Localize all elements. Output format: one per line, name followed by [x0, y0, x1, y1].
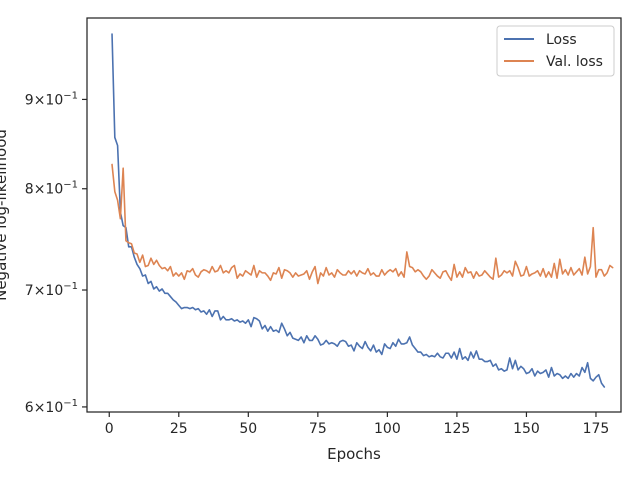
y-tick-mantissa: 9	[25, 92, 34, 108]
x-axis: 0 25 50 75 100 125 150 175	[105, 412, 610, 437]
x-tick-label: 175	[583, 421, 610, 437]
legend: Loss Val. loss	[496, 25, 615, 77]
y-tick-label: 9×10−1	[25, 90, 78, 108]
y-tick-exponent: −1	[63, 90, 78, 101]
legend-label-val-loss: Val. loss	[546, 54, 603, 70]
x-axis-label: Epochs	[327, 445, 381, 463]
y-tick-times: ×	[34, 400, 46, 416]
x-tick-label: 75	[309, 421, 327, 437]
series-line-val-loss	[111, 163, 614, 285]
y-tick-times: ×	[34, 92, 46, 108]
plot-frame	[86, 17, 622, 413]
y-tick-times: ×	[34, 283, 46, 299]
y-axis-label: Negative log-likelihood	[0, 129, 10, 301]
y-axis: 9×10−18×10−17×10−16×10−1	[25, 90, 87, 416]
legend-label-loss: Loss	[546, 32, 577, 48]
y-tick-mantissa: 8	[25, 182, 34, 198]
y-tick-base: 10	[45, 400, 63, 416]
y-tick-exponent: −1	[63, 281, 78, 292]
y-tick-label: 8×10−1	[25, 180, 78, 198]
y-tick-exponent: −1	[63, 180, 78, 191]
y-tick-exponent: −1	[63, 398, 78, 409]
y-tick-times: ×	[34, 182, 46, 198]
x-tick-label: 25	[170, 421, 188, 437]
y-tick-mantissa: 7	[25, 283, 34, 299]
x-tick-label: 100	[374, 421, 401, 437]
y-tick-base: 10	[45, 182, 63, 198]
y-tick-label: 7×10−1	[25, 281, 78, 299]
series-line-loss	[111, 33, 606, 388]
y-tick-base: 10	[45, 283, 63, 299]
y-tick-mantissa: 6	[25, 400, 34, 416]
x-tick-label: 150	[513, 421, 540, 437]
x-tick-label: 125	[444, 421, 471, 437]
y-tick-label: 6×10−1	[25, 398, 78, 416]
x-tick-label: 50	[239, 421, 257, 437]
y-tick-base: 10	[45, 92, 63, 108]
x-tick-label: 0	[105, 421, 114, 437]
plot-area	[111, 33, 614, 388]
